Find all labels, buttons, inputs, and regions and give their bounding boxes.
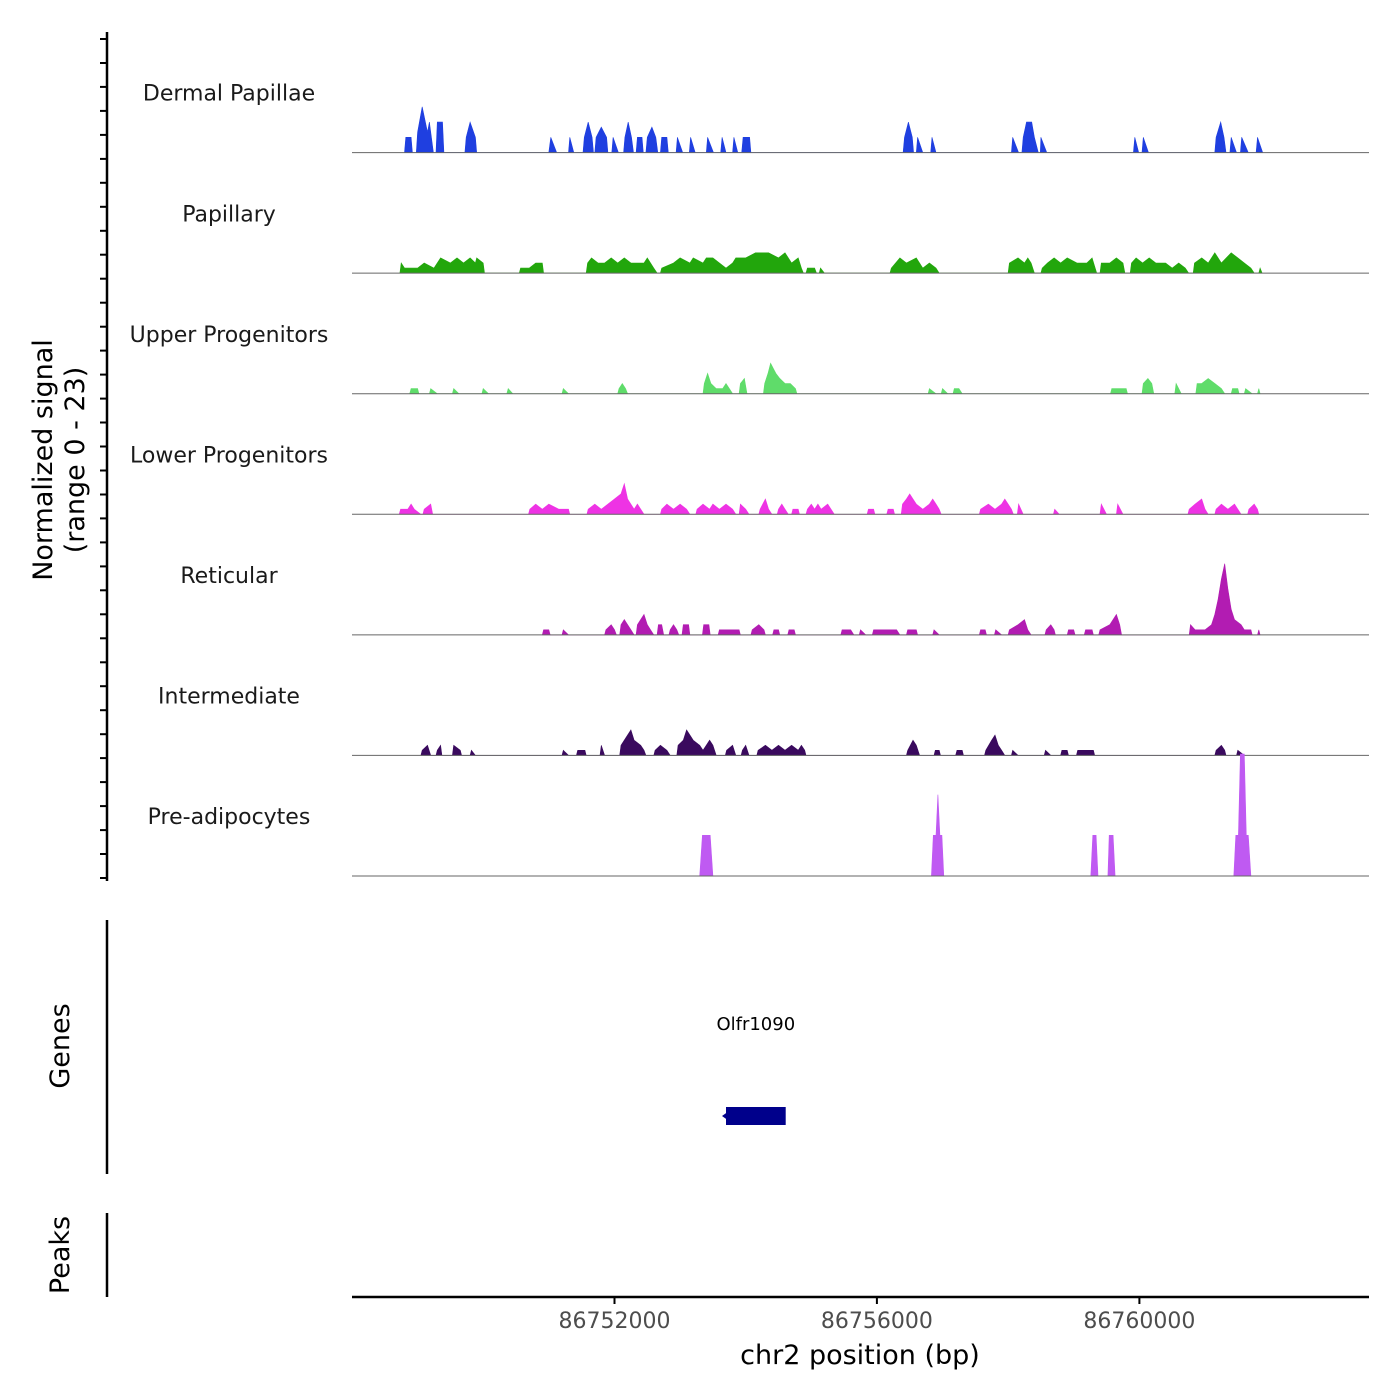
track-upper-progenitors: Upper Progenitors [130, 323, 1369, 395]
coverage-area-lower-progenitors [398, 482, 1260, 515]
track-lower-progenitors: Lower Progenitors [130, 443, 1369, 515]
track-label-lower-progenitors: Lower Progenitors [130, 443, 328, 468]
coverage-area-upper-progenitors [409, 362, 1261, 395]
y-axis-label-line2: (range 0 - 23) [60, 367, 91, 554]
coverage-area-intermediate [420, 729, 1245, 756]
coverage-area-papillary [399, 252, 1263, 274]
genes-track-label: Genes [45, 1003, 76, 1088]
x-tick-label: 86760000 [1083, 1309, 1195, 1334]
track-dermal-papillae: Dermal Papillae [143, 82, 1369, 154]
track-label-papillary: Papillary [182, 202, 276, 227]
y-axis-label-line1: Normalized signal [28, 339, 59, 581]
coverage-area-pre-adipocytes [699, 753, 1252, 877]
track-label-dermal-papillae: Dermal Papillae [143, 82, 315, 107]
genes-track: Olfr1090 [716, 1014, 795, 1125]
track-reticular: Reticular [180, 563, 1369, 636]
x-axis-label: chr2 position (bp) [740, 1340, 980, 1371]
x-tick-label: 86752000 [559, 1309, 671, 1334]
signal-y-ticks [100, 38, 107, 879]
track-label-upper-progenitors: Upper Progenitors [130, 323, 329, 348]
track-pre-adipocytes: Pre-adipocytes [148, 753, 1369, 877]
track-label-intermediate: Intermediate [158, 685, 300, 710]
x-axis-ticks: 86752000 86756000 86760000 [559, 1297, 1195, 1334]
track-label-reticular: Reticular [180, 564, 278, 589]
coverage-area-reticular [542, 563, 1261, 636]
gene-body-olfr1090 [726, 1107, 786, 1125]
coverage-area-dermal-papillae [404, 106, 1263, 153]
x-tick-label: 86756000 [821, 1309, 933, 1334]
track-label-pre-adipocytes: Pre-adipocytes [148, 805, 311, 830]
gene-strand-arrow-olfr1090 [722, 1111, 729, 1121]
track-papillary: Papillary [182, 202, 1369, 274]
gene-label-olfr1090: Olfr1090 [716, 1014, 795, 1035]
peaks-track-label: Peaks [45, 1216, 76, 1294]
signal-tracks: Dermal Papillae Papillary Upper Progenitor… [130, 82, 1369, 877]
track-intermediate: Intermediate [158, 685, 1369, 756]
